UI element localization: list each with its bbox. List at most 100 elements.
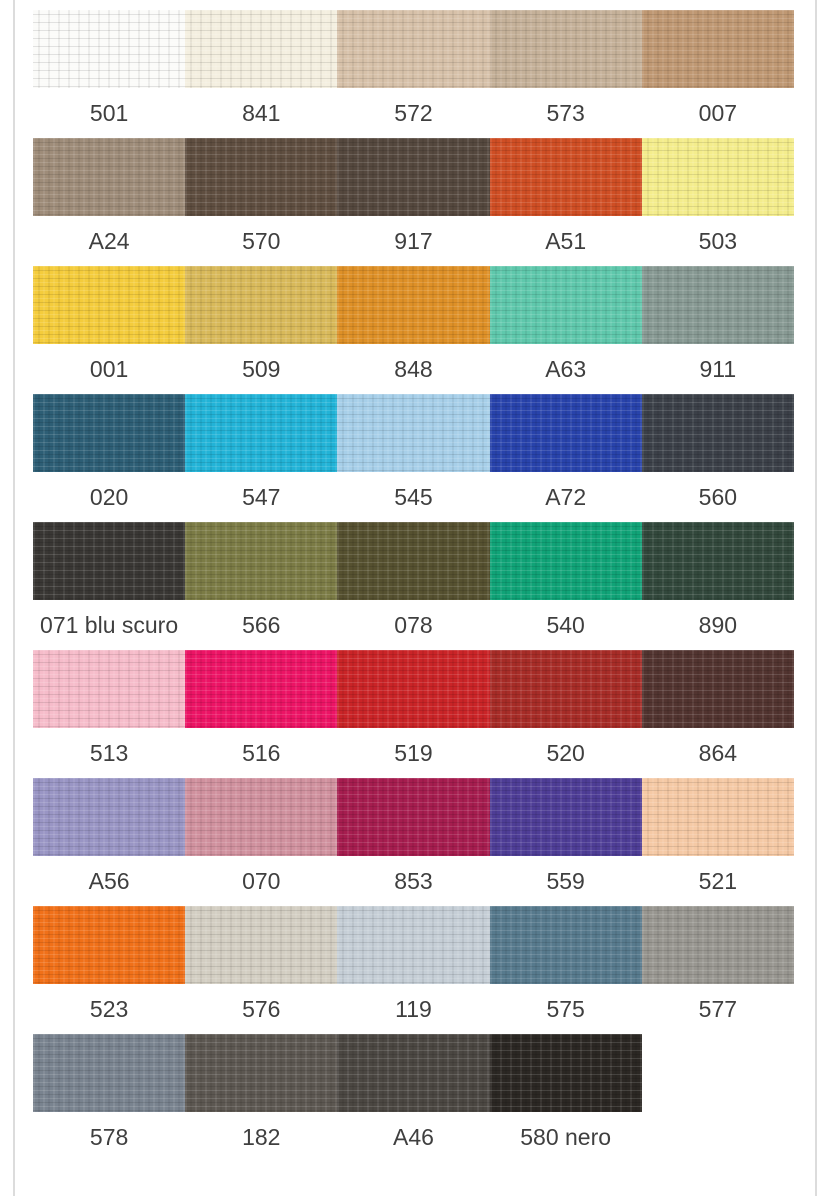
swatch-item: 519 xyxy=(337,650,490,778)
swatch-code-label: 523 xyxy=(89,996,129,1022)
swatch-item: 917 xyxy=(337,138,490,266)
fabric-swatch-image xyxy=(641,138,794,216)
swatch-code-label: 501 xyxy=(89,100,129,126)
fabric-swatch-image xyxy=(489,10,642,88)
swatch-code-label: A56 xyxy=(88,868,130,894)
swatch-code-label: 575 xyxy=(546,996,585,1022)
swatch-item: A46 xyxy=(337,1034,490,1162)
swatch-code-label: 509 xyxy=(242,356,281,382)
swatch-item: 001 xyxy=(33,266,186,394)
swatch-row: 020 547 545 A72 560 xyxy=(33,394,794,522)
swatch-item: 580 nero xyxy=(489,1034,642,1162)
fabric-swatch-image xyxy=(33,650,186,728)
fabric-swatch-image xyxy=(33,266,186,344)
swatch-item: 182 xyxy=(185,1034,338,1162)
swatch-code-label: 545 xyxy=(394,484,433,510)
swatch-code-label: 573 xyxy=(546,100,585,126)
swatch-code-label: 566 xyxy=(242,612,281,638)
fabric-swatch-image xyxy=(185,778,338,856)
swatch-code-label: 519 xyxy=(394,740,433,766)
swatch-item: 020 xyxy=(33,394,186,522)
swatch-item: 853 xyxy=(337,778,490,906)
fabric-swatch-image xyxy=(185,1034,338,1112)
fabric-swatch-image xyxy=(489,266,642,344)
fabric-swatch-image xyxy=(337,1034,490,1112)
fabric-swatch-image xyxy=(337,650,490,728)
swatch-item: 559 xyxy=(489,778,642,906)
swatch-row: 513 516 519 520 864 xyxy=(33,650,794,778)
fabric-swatch-image xyxy=(641,394,794,472)
swatch-code-label: A63 xyxy=(545,356,587,382)
swatch-item: 911 xyxy=(641,266,794,394)
fabric-swatch-image xyxy=(33,1034,186,1112)
swatch-code-label: 580 nero xyxy=(520,1124,612,1150)
fabric-swatch-image xyxy=(33,10,186,88)
swatch-code-label: A51 xyxy=(545,228,587,254)
fabric-swatch-grid: 501 841 572 573 007 A24 570 917 A51 503 001 509 848 A… xyxy=(33,10,794,1162)
fabric-swatch-image xyxy=(185,522,338,600)
swatch-code-label: 578 xyxy=(89,1124,129,1150)
fabric-swatch-image xyxy=(489,778,642,856)
swatch-item: 071 blu scuro xyxy=(33,522,186,650)
swatch-code-label: 559 xyxy=(546,868,585,894)
swatch-code-label: 560 xyxy=(698,484,738,510)
fabric-swatch-image xyxy=(641,10,794,88)
fabric-swatch-image xyxy=(641,906,794,984)
fabric-swatch-image xyxy=(489,1034,642,1112)
swatch-item: 520 xyxy=(489,650,642,778)
fabric-swatch-image xyxy=(185,138,338,216)
swatch-code-label: 521 xyxy=(698,868,738,894)
swatch-item: 516 xyxy=(185,650,338,778)
swatch-row: A56 070 853 559 521 xyxy=(33,778,794,906)
swatch-code-label: 007 xyxy=(698,100,738,126)
swatch-item: 566 xyxy=(185,522,338,650)
swatch-item: 119 xyxy=(337,906,490,1034)
swatch-item: 501 xyxy=(33,10,186,138)
swatch-code-label: 577 xyxy=(698,996,738,1022)
swatch-code-label: 119 xyxy=(395,996,432,1022)
swatch-row: 501 841 572 573 007 xyxy=(33,10,794,138)
swatch-code-label: 911 xyxy=(699,356,737,382)
swatch-code-label: 547 xyxy=(242,484,281,510)
swatch-row: 001 509 848 A63 911 xyxy=(33,266,794,394)
swatch-item: 572 xyxy=(337,10,490,138)
swatch-code-label: A46 xyxy=(393,1124,434,1150)
fabric-swatch-image xyxy=(33,138,186,216)
swatch-code-label: 020 xyxy=(89,484,129,510)
swatch-code-label: 503 xyxy=(698,228,738,254)
swatch-code-label: 078 xyxy=(394,612,433,638)
swatch-code-label: 576 xyxy=(242,996,281,1022)
content-column: 501 841 572 573 007 A24 570 917 A51 503 001 509 848 A… xyxy=(13,0,817,1196)
swatch-item: 007 xyxy=(641,10,794,138)
swatch-code-label: 853 xyxy=(394,868,433,894)
fabric-swatch-image xyxy=(337,906,490,984)
swatch-item: 576 xyxy=(185,906,338,1034)
swatch-item: A51 xyxy=(489,138,642,266)
fabric-swatch-image xyxy=(185,394,338,472)
swatch-item: 890 xyxy=(641,522,794,650)
swatch-code-label: A24 xyxy=(88,228,130,254)
fabric-swatch-image xyxy=(337,394,490,472)
swatch-code-label: 071 blu scuro xyxy=(40,612,179,638)
swatch-item: 078 xyxy=(337,522,490,650)
fabric-swatch-image xyxy=(33,394,186,472)
fabric-swatch-image xyxy=(489,138,642,216)
swatch-code-label: 848 xyxy=(394,356,433,382)
fabric-swatch-image xyxy=(33,522,186,600)
fabric-swatch-image xyxy=(185,650,338,728)
swatch-code-label: 572 xyxy=(394,100,433,126)
swatch-item: 070 xyxy=(185,778,338,906)
fabric-swatch-image xyxy=(337,138,490,216)
swatch-item: 578 xyxy=(33,1034,186,1162)
swatch-item: A56 xyxy=(33,778,186,906)
fabric-swatch-image xyxy=(33,778,186,856)
swatch-code-label: 540 xyxy=(546,612,585,638)
swatch-item: A63 xyxy=(489,266,642,394)
swatch-code-label: 001 xyxy=(89,356,129,382)
fabric-swatch-image xyxy=(641,650,794,728)
swatch-item: 513 xyxy=(33,650,186,778)
swatch-item: 521 xyxy=(641,778,794,906)
fabric-swatch-image xyxy=(185,10,338,88)
swatch-item: 509 xyxy=(185,266,338,394)
